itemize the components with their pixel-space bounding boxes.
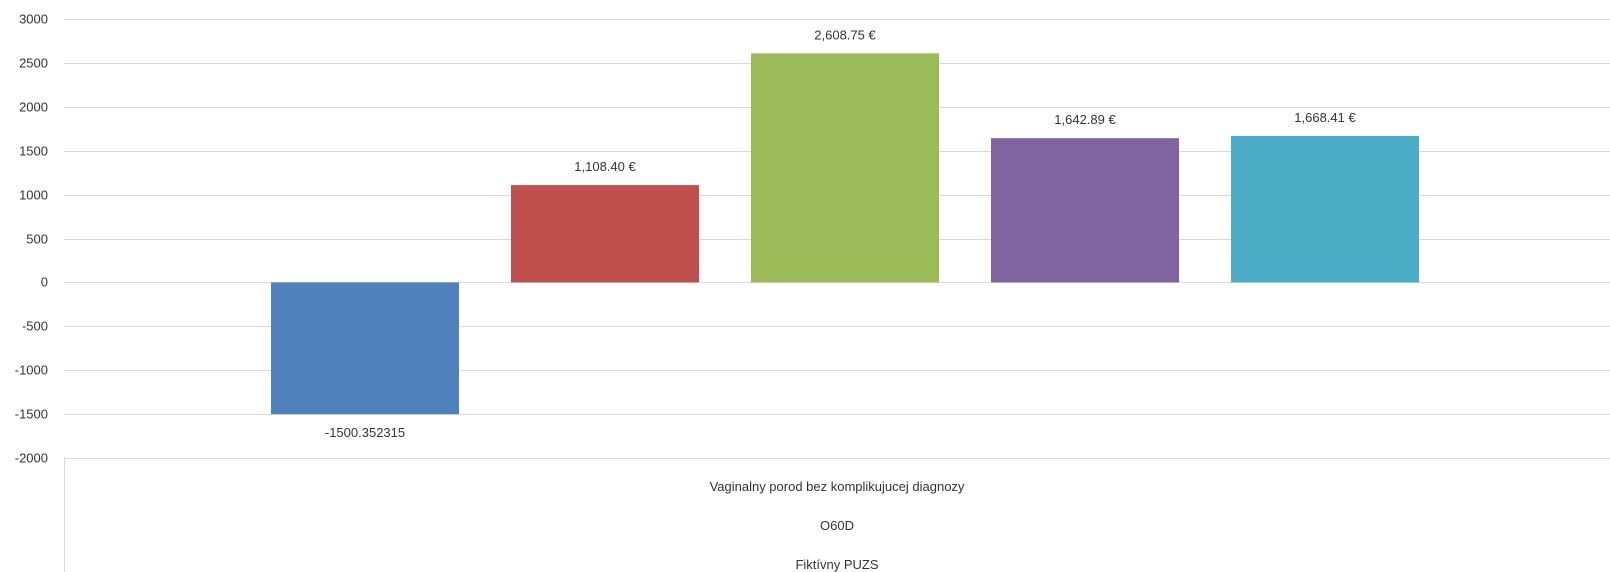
y-tick-label: -2000 — [15, 451, 48, 466]
y-tick-label: 2000 — [19, 100, 48, 115]
data-labels: -1500.352315 1,108.40 € 2,608.75 € 1,642.89… — [325, 27, 1357, 440]
data-label: 1,642.89 € — [1054, 112, 1116, 127]
bar — [991, 138, 1179, 283]
category-axis: Vaginalny porod bez komplikujucej diagno… — [64, 458, 965, 572]
category-label-code: O60D — [820, 518, 854, 533]
y-tick-label: -1000 — [15, 363, 48, 378]
y-tick-label: 3000 — [19, 12, 48, 27]
y-tick-label: -500 — [22, 319, 48, 334]
bar — [751, 53, 939, 283]
y-tick-label: 1000 — [19, 188, 48, 203]
bar — [511, 185, 699, 283]
y-tick-label: 500 — [26, 232, 48, 247]
data-label: -1500.352315 — [325, 425, 405, 440]
data-label: 2,608.75 € — [814, 27, 876, 42]
y-tick-label: 1500 — [19, 144, 48, 159]
category-label-provider: Fiktívny PUZS — [795, 557, 878, 572]
y-tick-label: 2500 — [19, 56, 48, 71]
y-axis-ticks: 3000 2500 2000 1500 1000 500 0 -500 -1000 -1500 -2… — [15, 12, 48, 466]
y-tick-label: -1500 — [15, 407, 48, 422]
category-label-procedure: Vaginalny porod bez komplikujucej diagno… — [710, 479, 965, 494]
bars — [271, 53, 1419, 415]
bar — [1231, 135, 1419, 283]
data-label: 1,668.41 € — [1294, 110, 1356, 125]
data-label: 1,108.40 € — [574, 159, 636, 174]
y-tick-label: 0 — [41, 275, 48, 290]
bar — [271, 282, 459, 415]
